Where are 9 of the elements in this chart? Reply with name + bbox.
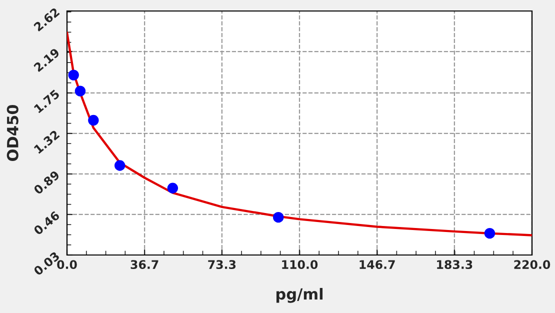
x-tick-label: 36.7 (130, 260, 158, 269)
x-tick-label: 220.0 (514, 260, 550, 269)
x-axis-title: pg/ml (276, 288, 323, 303)
y-axis-title: OD450 (6, 104, 18, 162)
x-tick-label: 73.3 (208, 260, 236, 269)
x-tick-label: 110.0 (282, 260, 318, 269)
x-tick-label: 183.3 (437, 260, 472, 269)
x-tick-label: 0.0 (57, 260, 77, 269)
x-tick-label: 146.7 (360, 260, 395, 269)
